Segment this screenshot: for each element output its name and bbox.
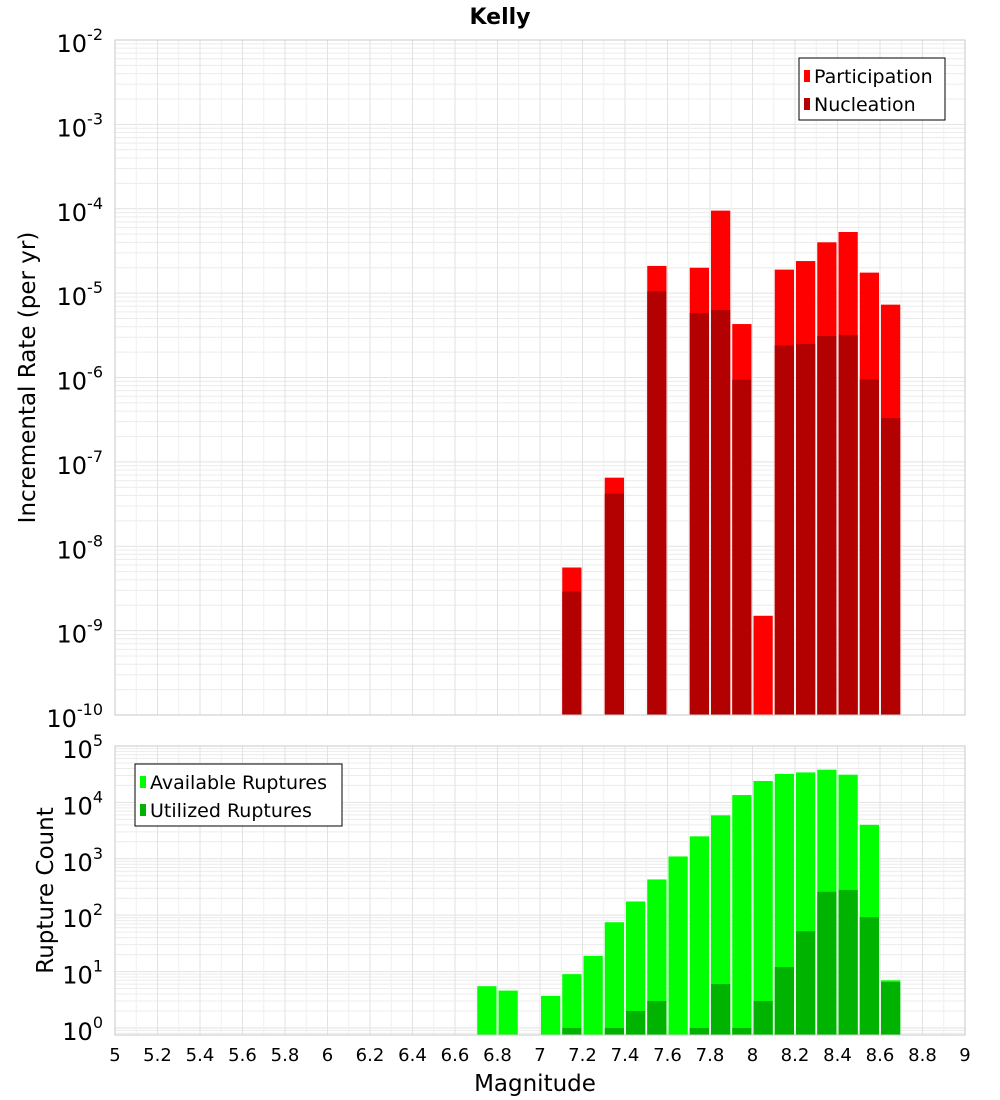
x-tick-label: 8.6 [866, 1045, 895, 1066]
bar-utilized-ruptures [604, 1027, 624, 1035]
x-tick-label: 6.6 [441, 1045, 470, 1066]
x-tick-label: 6.2 [356, 1045, 385, 1066]
x-tick-label: 5.4 [186, 1045, 215, 1066]
bar-available-ruptures [604, 922, 624, 1035]
bar-nucleation [881, 418, 901, 715]
x-tick-label: 7.6 [653, 1045, 682, 1066]
y-tick-label: 101 [62, 957, 103, 990]
x-tick-label: 9 [959, 1045, 970, 1066]
bar-nucleation [562, 591, 582, 715]
legend-swatch [804, 70, 810, 82]
x-axis-label: Magnitude [474, 1071, 596, 1097]
bar-utilized-ruptures [881, 982, 901, 1035]
count-panel: 105 104 103 102 101 100 Rupture Count 5 5.2 5.4 5.… [33, 731, 971, 1097]
y-tick-label: 10-4 [57, 194, 104, 227]
x-tick-label: 5 [109, 1045, 120, 1066]
y-axis-label: Incremental Rate (per yr) [15, 232, 41, 524]
bar-utilized-ruptures [732, 1027, 752, 1035]
bar-available-ruptures [477, 986, 497, 1035]
bar-nucleation [689, 313, 709, 715]
legend-box [134, 763, 343, 827]
bar-available-ruptures [583, 955, 603, 1035]
y-tick-label: 10-8 [57, 531, 104, 564]
bar-available-ruptures [562, 974, 582, 1035]
bar-utilized-ruptures [753, 1001, 773, 1035]
legend-box [798, 57, 946, 121]
bar-utilized-ruptures [647, 1001, 667, 1035]
y-tick-label: 102 [62, 900, 103, 933]
bar-nucleation [647, 291, 667, 715]
bar-nucleation [817, 336, 837, 715]
x-tick-label: 7 [534, 1045, 545, 1066]
x-tick-label: 5.6 [228, 1045, 257, 1066]
bar-utilized-ruptures [626, 1010, 646, 1035]
x-tick-label: 7.8 [696, 1045, 725, 1066]
x-tick-label: 8.4 [823, 1045, 852, 1066]
y-tick-label: 10-3 [57, 109, 104, 142]
y-tick-label: 10-2 [57, 25, 104, 58]
plot-frame [114, 39, 966, 716]
bar-available-ruptures [668, 856, 688, 1035]
x-tick-label: 6.4 [398, 1045, 427, 1066]
bar-nucleation [732, 379, 752, 715]
bar-utilized-ruptures [774, 967, 794, 1035]
y-tick-label: 105 [62, 731, 103, 764]
bar-participation [753, 615, 773, 715]
bar-nucleation [604, 493, 624, 715]
legend-swatch [140, 804, 146, 816]
bar-utilized-ruptures [859, 917, 879, 1035]
y-tick-label: 100 [62, 1013, 103, 1046]
y-tick-label: 103 [62, 844, 103, 877]
bar-nucleation [838, 334, 858, 715]
bar-nucleation [774, 345, 794, 715]
bar-available-ruptures [732, 795, 752, 1035]
y-tick-label: 10-9 [57, 616, 104, 649]
y-tick-label: 10-6 [57, 363, 104, 396]
bar-utilized-ruptures [838, 889, 858, 1035]
bar-available-ruptures [647, 879, 667, 1035]
bar-utilized-ruptures [796, 931, 816, 1035]
x-tick-label: 5.2 [143, 1045, 172, 1066]
legend-label: Participation [814, 66, 933, 88]
bar-utilized-ruptures [711, 984, 731, 1035]
legend-swatch [140, 776, 146, 788]
bar-available-ruptures [711, 815, 731, 1035]
x-tick-label: 8 [747, 1045, 758, 1066]
bar-utilized-ruptures [817, 891, 837, 1035]
bar-available-ruptures [541, 995, 561, 1035]
bar-available-ruptures [689, 836, 709, 1035]
bar-nucleation [796, 343, 816, 715]
y-tick-label: 10-5 [57, 278, 104, 311]
bar-available-ruptures [498, 990, 518, 1035]
legend-label: Available Ruptures [150, 772, 327, 794]
y-tick-label: 10-7 [57, 447, 104, 480]
bar-available-ruptures [753, 780, 773, 1035]
bar-utilized-ruptures [689, 1027, 709, 1035]
y-axis-label: Rupture Count [33, 807, 59, 973]
legend-label: Utilized Ruptures [150, 800, 312, 822]
x-tick-label: 6.8 [483, 1045, 512, 1066]
x-tick-label: 7.4 [611, 1045, 640, 1066]
x-tick-label: 6 [322, 1045, 333, 1066]
y-tick-label: 104 [62, 787, 103, 820]
y-tick-label: 10-10 [46, 700, 103, 733]
legend-label: Nucleation [814, 94, 916, 116]
x-tick-label: 8.2 [781, 1045, 810, 1066]
x-tick-label: 7.2 [568, 1045, 597, 1066]
bar-available-ruptures [626, 901, 646, 1035]
x-tick-label: 8.8 [908, 1045, 937, 1066]
x-tick-label: 5.8 [271, 1045, 300, 1066]
bar-nucleation [859, 379, 879, 715]
chart-title: Kelly [469, 5, 530, 30]
legend: Participation Nucleation [798, 57, 946, 121]
rate-panel: 10-2 10-3 10-4 10-5 10-6 10-7 10-8 10-9 10-10 Inc… [15, 25, 966, 733]
legend-swatch [804, 98, 810, 110]
plot-frame [114, 745, 966, 1036]
bar-nucleation [711, 310, 731, 715]
legend: Available Ruptures Utilized Ruptures [134, 763, 343, 827]
bar-utilized-ruptures [562, 1027, 582, 1035]
